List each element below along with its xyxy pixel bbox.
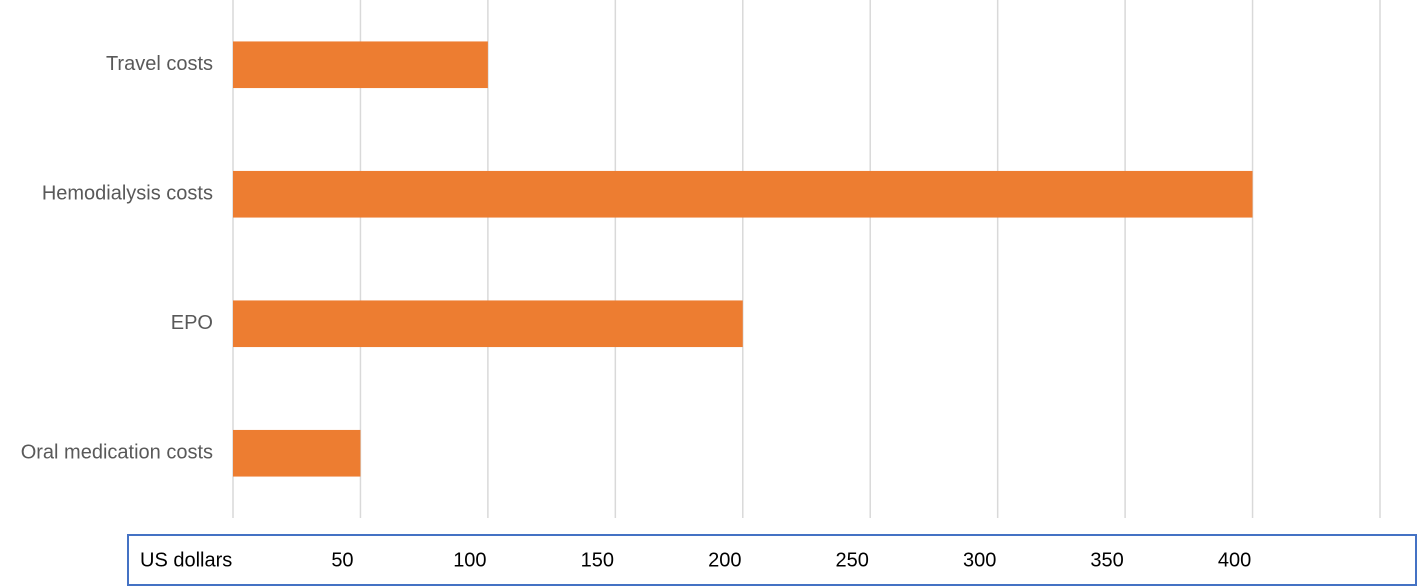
x-tick-label: 100: [453, 549, 486, 571]
bar: [233, 300, 743, 348]
x-tick-label: 200: [708, 549, 741, 571]
x-axis-label: US dollars: [140, 549, 232, 571]
y-tick-label: EPO: [171, 312, 213, 334]
bar: [233, 170, 1253, 218]
y-tick-label: Hemodialysis costs: [42, 183, 213, 205]
x-tick-label: 250: [836, 549, 869, 571]
x-tick-label: 350: [1090, 549, 1123, 571]
axis-box: [127, 534, 1417, 586]
y-tick-label: Travel costs: [106, 53, 213, 75]
bar: [233, 429, 361, 477]
x-tick-label: 150: [581, 549, 614, 571]
x-tick-label: 300: [963, 549, 996, 571]
x-tick-label: 50: [331, 549, 353, 571]
y-tick-label: Oral medication costs: [21, 442, 213, 464]
bar: [233, 41, 488, 89]
x-tick-label: 400: [1218, 549, 1251, 571]
